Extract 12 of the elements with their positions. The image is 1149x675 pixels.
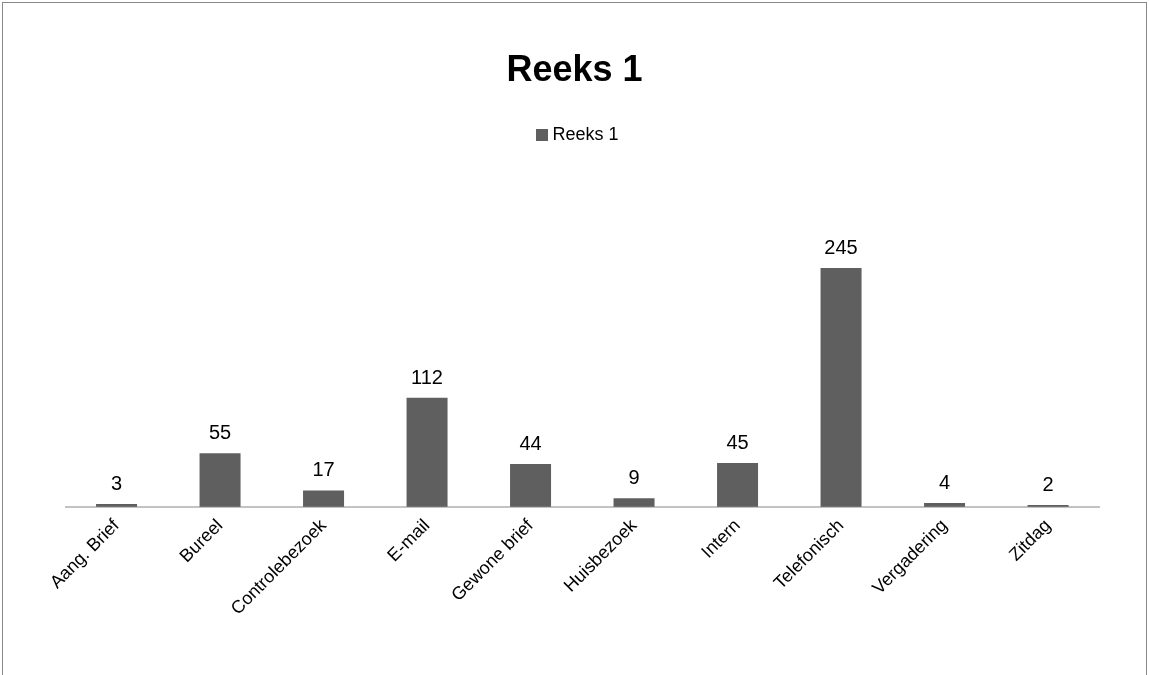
data-label: 44 <box>519 432 542 455</box>
legend-label: Reeks 1 <box>552 124 619 144</box>
chart-title: Reeks 1 <box>505 48 644 90</box>
data-label: 55 <box>208 421 232 444</box>
data-label: 2 <box>1042 473 1054 496</box>
data-label: 112 <box>411 365 443 388</box>
data-label: 17 <box>312 458 335 481</box>
data-label: 4 <box>938 471 951 494</box>
data-label: 9 <box>628 466 640 489</box>
data-label: 245 <box>824 236 858 258</box>
data-label: 3 <box>110 472 123 495</box>
data-label: 45 <box>726 431 749 454</box>
